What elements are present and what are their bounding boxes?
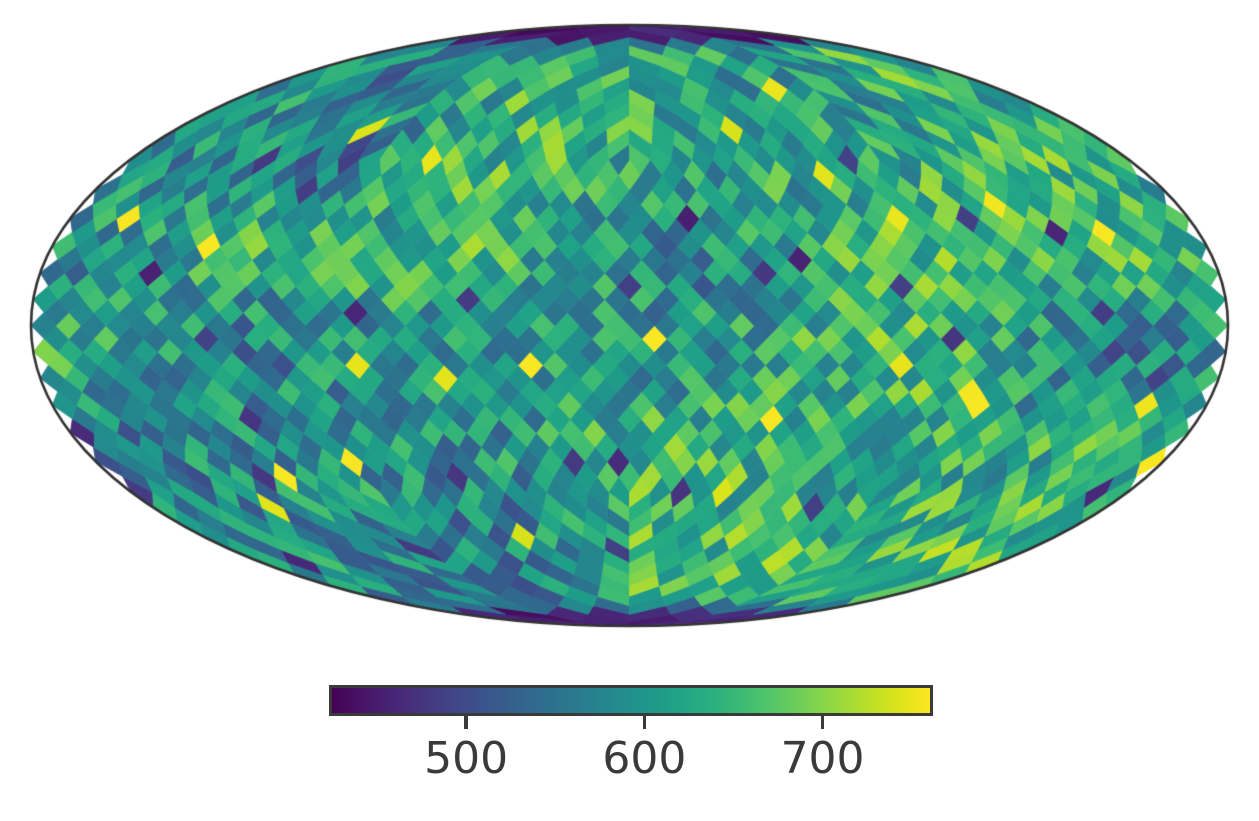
colorbar-tick-label-500: 500 [424,733,509,784]
colorbar-tick-mark-700 [820,716,825,729]
colorbar-gradient-bar [329,685,933,716]
mollweide-skymap-canvas [0,0,1259,680]
colorbar-tick-mark-500 [464,716,468,729]
colorbar-tick-label-700: 700 [780,733,865,784]
colorbar-tick-label-600: 600 [602,733,687,784]
colorbar-tick-mark-600 [642,716,647,729]
